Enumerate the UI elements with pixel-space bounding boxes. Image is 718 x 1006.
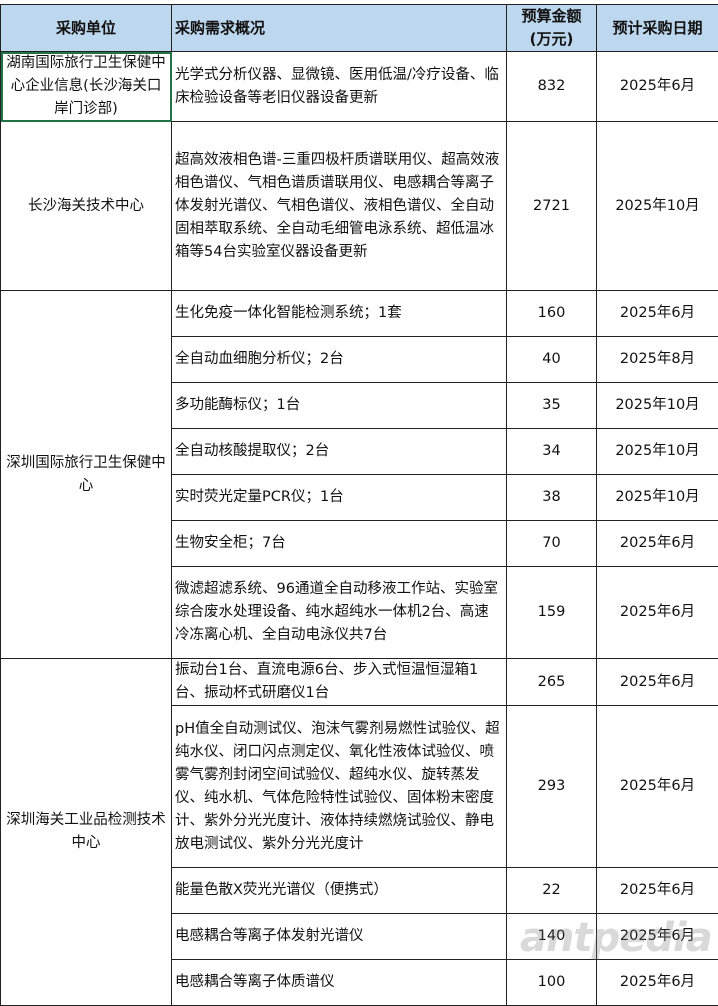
desc-cell[interactable]: 超高效液相色谱-三重四极杆质谱联用仪、超高效液相色谱仪、气相色谱质谱联用仪、电感… — [172, 122, 507, 291]
date-cell[interactable]: 2025年10月 — [597, 383, 718, 429]
antpedia-watermark: antpedia — [520, 915, 712, 961]
header-row: 采购单位 采购需求概况 预算金额 (万元) 预计采购日期 — [1, 5, 718, 52]
budget-cell[interactable]: 35 — [507, 383, 597, 429]
date-cell[interactable]: 2025年6月 — [597, 52, 718, 122]
budget-cell[interactable]: 293 — [507, 706, 597, 868]
desc-cell[interactable]: 多功能酶标仪；1台 — [172, 383, 507, 429]
date-cell[interactable]: 2025年10月 — [597, 475, 718, 521]
table-row: 湖南国际旅行卫生保健中心企业信息(长沙海关口岸门诊部) 光学式分析仪器、显微镜、… — [1, 52, 718, 122]
desc-cell[interactable]: 电感耦合等离子体质谱仪 — [172, 960, 507, 1006]
desc-cell[interactable]: 能量色散X荧光光谱仪（便携式） — [172, 868, 507, 914]
header-budget-line2: (万元) — [530, 30, 574, 48]
date-cell[interactable]: 2025年6月 — [597, 960, 718, 1006]
desc-cell[interactable]: 电感耦合等离子体发射光谱仪 — [172, 914, 507, 960]
budget-cell[interactable]: 34 — [507, 429, 597, 475]
budget-cell[interactable]: 160 — [507, 291, 597, 337]
desc-cell[interactable]: 实时荧光定量PCR仪；1台 — [172, 475, 507, 521]
table-row: 深圳海关工业品检测技术中心 振动台1台、直流电源6台、步入式恒温恒湿箱1台、振动… — [1, 659, 718, 706]
header-budget-line1: 预算金额 — [521, 7, 581, 25]
budget-cell[interactable]: 100 — [507, 960, 597, 1006]
budget-cell[interactable]: 159 — [507, 567, 597, 659]
budget-cell[interactable]: 38 — [507, 475, 597, 521]
header-budget[interactable]: 预算金额 (万元) — [507, 5, 597, 52]
header-date[interactable]: 预计采购日期 — [597, 5, 718, 52]
date-cell[interactable]: 2025年10月 — [597, 429, 718, 475]
unit-cell[interactable]: 深圳国际旅行卫生保健中心 — [1, 291, 172, 659]
budget-cell[interactable]: 265 — [507, 659, 597, 706]
budget-cell[interactable]: 832 — [507, 52, 597, 122]
date-cell[interactable]: 2025年6月 — [597, 521, 718, 567]
desc-cell[interactable]: 生化免疫一体化智能检测系统；1套 — [172, 291, 507, 337]
budget-cell[interactable]: 2721 — [507, 122, 597, 291]
budget-cell[interactable]: 70 — [507, 521, 597, 567]
table-row: 长沙海关技术中心 超高效液相色谱-三重四极杆质谱联用仪、超高效液相色谱仪、气相色… — [1, 122, 718, 291]
budget-cell[interactable]: 40 — [507, 337, 597, 383]
desc-cell[interactable]: 生物安全柜；7台 — [172, 521, 507, 567]
budget-cell[interactable]: 22 — [507, 868, 597, 914]
date-cell[interactable]: 2025年6月 — [597, 659, 718, 706]
header-desc[interactable]: 采购需求概况 — [172, 5, 507, 52]
date-cell[interactable]: 2025年6月 — [597, 706, 718, 868]
date-cell[interactable]: 2025年8月 — [597, 337, 718, 383]
table-row: 深圳国际旅行卫生保健中心 生化免疫一体化智能检测系统；1套 160 2025年6… — [1, 291, 718, 337]
desc-cell[interactable]: 振动台1台、直流电源6台、步入式恒温恒湿箱1台、振动杯式研磨仪1台 — [172, 659, 507, 706]
date-cell[interactable]: 2025年6月 — [597, 291, 718, 337]
unit-cell[interactable]: 长沙海关技术中心 — [1, 122, 172, 291]
desc-cell[interactable]: 微滤超滤系统、96通道全自动移液工作站、实验室综合废水处理设备、纯水超纯水一体机… — [172, 567, 507, 659]
date-cell[interactable]: 2025年10月 — [597, 122, 718, 291]
desc-cell[interactable]: 光学式分析仪器、显微镜、医用低温/冷疗设备、临床检验设备等老旧仪器设备更新 — [172, 52, 507, 122]
unit-cell[interactable]: 深圳海关工业品检测技术中心 — [1, 659, 172, 1006]
desc-cell[interactable]: 全自动血细胞分析仪；2台 — [172, 337, 507, 383]
desc-cell[interactable]: 全自动核酸提取仪；2台 — [172, 429, 507, 475]
header-unit[interactable]: 采购单位 — [1, 5, 172, 52]
desc-cell[interactable]: pH值全自动测试仪、泡沫气雾剂易燃性试验仪、超纯水仪、闭口闪点测定仪、氧化性液体… — [172, 706, 507, 868]
date-cell[interactable]: 2025年6月 — [597, 567, 718, 659]
date-cell[interactable]: 2025年6月 — [597, 868, 718, 914]
unit-cell[interactable]: 湖南国际旅行卫生保健中心企业信息(长沙海关口岸门诊部) — [1, 52, 172, 122]
procurement-table: 采购单位 采购需求概况 预算金额 (万元) 预计采购日期 湖南国际旅行卫生保健中心… — [0, 4, 718, 1006]
